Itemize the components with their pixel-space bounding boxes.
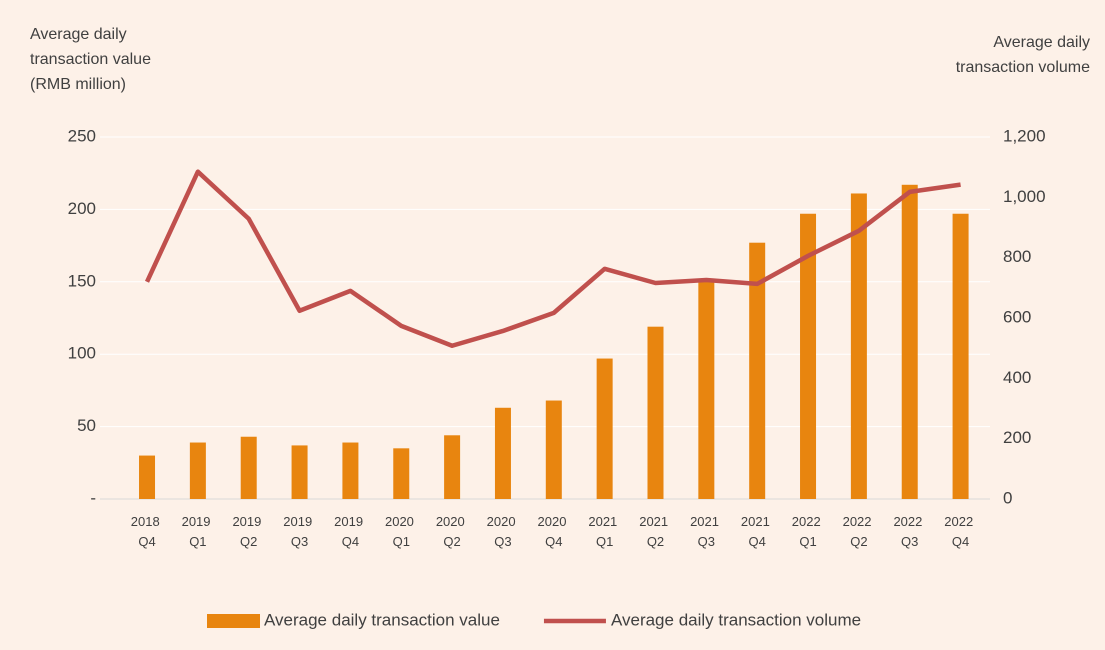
bar <box>850 193 867 500</box>
x-tick-label: 2022 Q3 <box>893 514 926 549</box>
x-tick-label: 2020 Q2 <box>436 514 469 549</box>
legend-label: Average daily transaction value <box>264 610 500 629</box>
bar <box>291 445 308 499</box>
y-axis-title: (RMB million) <box>30 76 126 93</box>
x-tick-label: 2019 Q1 <box>182 514 215 549</box>
y2-tick-label: 0 <box>1003 488 1012 507</box>
y2-axis-title: transaction volume <box>956 59 1090 76</box>
y-tick-label: 200 <box>68 199 96 218</box>
y2-tick-label: 400 <box>1003 368 1031 387</box>
bar <box>596 358 613 499</box>
y-tick-label: 250 <box>68 126 96 145</box>
x-tick-label: 2019 Q4 <box>334 514 367 549</box>
x-tick-label: 2022 Q1 <box>792 514 825 549</box>
x-tick-label: 2021 Q3 <box>690 514 723 549</box>
x-tick-label: 2020 Q3 <box>487 514 520 549</box>
bar <box>749 242 766 500</box>
bar <box>494 407 511 499</box>
legend-swatch <box>207 614 260 628</box>
y2-tick-label: 200 <box>1003 428 1031 447</box>
x-tick-label: 2021 Q2 <box>639 514 672 549</box>
y2-tick-label: 1,000 <box>1003 187 1046 206</box>
x-tick-label: 2019 Q3 <box>283 514 316 549</box>
y2-axis-title: Average daily <box>993 34 1090 51</box>
x-tick-label: 2018 Q4 <box>131 514 164 549</box>
line <box>144 169 961 349</box>
bar <box>444 435 461 499</box>
y-tick-label: - <box>90 488 96 507</box>
y2-tick-label: 600 <box>1003 307 1031 326</box>
x-tick-label: 2019 Q2 <box>232 514 265 549</box>
bar <box>342 442 359 499</box>
y-axis-title: transaction value <box>30 51 151 68</box>
bar <box>901 184 918 499</box>
y2-tick-label: 1,200 <box>1003 126 1046 145</box>
x-tick-label: 2020 Q4 <box>538 514 571 549</box>
bar <box>139 455 156 499</box>
legend-label: Average daily transaction volume <box>611 610 861 629</box>
x-tick-label: 2021 Q4 <box>741 514 774 549</box>
y-tick-label: 50 <box>77 416 96 435</box>
bar <box>647 326 664 499</box>
bar <box>800 213 817 499</box>
x-tick-label: 2021 Q1 <box>588 514 621 549</box>
y2-tick-label: 800 <box>1003 247 1031 266</box>
bar <box>393 448 410 499</box>
x-tick-label: 2022 Q4 <box>944 514 977 549</box>
bar <box>698 278 715 499</box>
y-tick-label: 150 <box>68 271 96 290</box>
y-tick-label: 100 <box>68 344 96 363</box>
bar <box>952 213 969 499</box>
x-tick-label: 2020 Q1 <box>385 514 418 549</box>
bar <box>189 442 206 499</box>
bar <box>240 436 257 499</box>
y-axis-title: Average daily <box>30 26 127 43</box>
bar <box>545 400 562 499</box>
x-tick-label: 2022 Q2 <box>843 514 876 549</box>
